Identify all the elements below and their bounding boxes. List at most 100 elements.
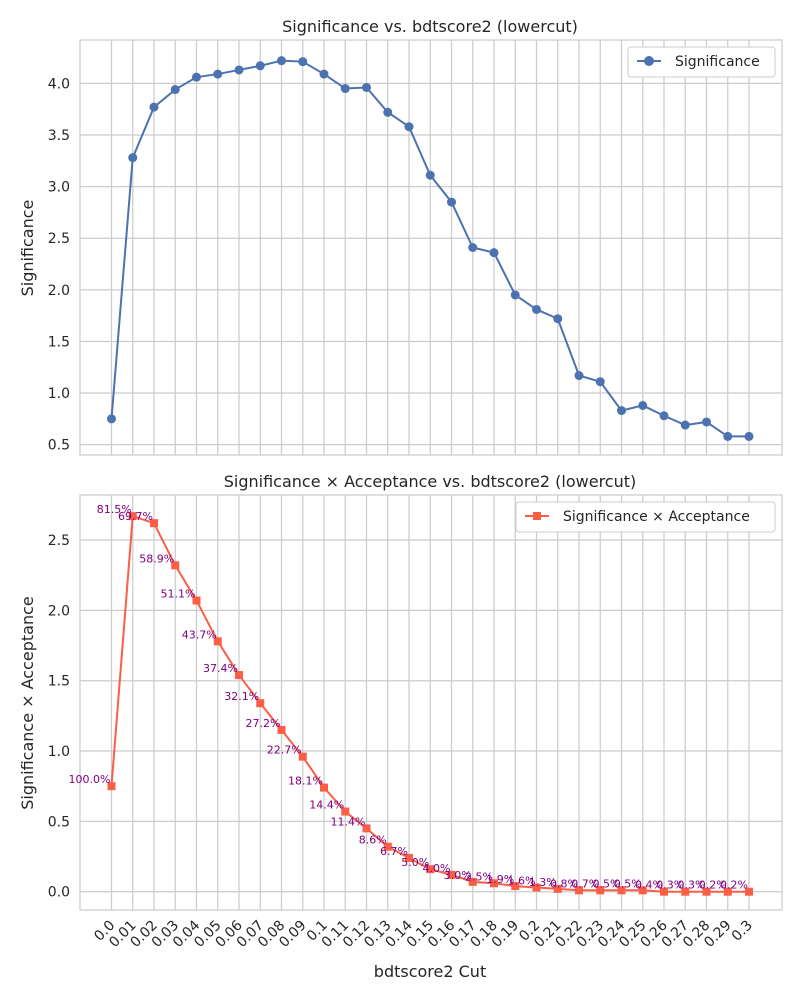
data-point (617, 406, 626, 416)
acceptance-annotation: 14.4% (309, 799, 344, 812)
acceptance-annotation: 69.7% (118, 510, 153, 523)
acceptance-annotation: 27.2% (246, 717, 281, 730)
data-point (659, 411, 669, 421)
data-point (617, 886, 626, 895)
data-point (405, 853, 413, 862)
data-point (320, 783, 328, 792)
acceptance-annotation: 0.8% (550, 877, 578, 890)
legend-box (515, 501, 776, 533)
acceptance-annotations: 100.0% 81.5%69.7% 58.9% 51.1% 43.7% 37.4% 32.1… (69, 503, 748, 892)
data-point (256, 699, 265, 708)
data-point (404, 122, 414, 132)
data-points (107, 512, 753, 896)
data-point (192, 596, 201, 605)
legend-entry-significance: Significance (675, 54, 760, 70)
data-point (425, 170, 435, 180)
acceptance-annotation: 37.4% (203, 662, 238, 675)
data-point (362, 82, 371, 92)
chart-title: Significance × Acceptance vs. bdtscore2 … (224, 472, 637, 491)
data-point (107, 414, 116, 424)
data-point (638, 886, 647, 895)
acceptance-annotation: 18.1% (288, 775, 323, 788)
y-tick-label: 1.0 (48, 744, 70, 760)
data-point (107, 782, 116, 791)
data-point (723, 431, 733, 441)
x-axis-label: bdtscore2 Cut (374, 962, 486, 981)
acceptance-annotation: 51.1% (161, 588, 196, 601)
data-point (426, 865, 435, 874)
acceptance-annotation: 22.7% (267, 744, 302, 757)
acceptance-annotation: 5.0% (401, 856, 429, 869)
data-point (277, 56, 286, 66)
legend-entry-significance-acceptance: Significance × Acceptance (563, 509, 750, 525)
acceptance-annotation: 8.6% (359, 834, 387, 847)
plot-area-frame (79, 39, 783, 456)
y-tick-label: 3.5 (48, 128, 70, 144)
data-point (213, 69, 223, 79)
acceptance-annotation: 1.3% (529, 876, 557, 889)
acceptance-annotation: 0.5% (614, 877, 642, 890)
data-point (149, 102, 159, 112)
data-point (575, 886, 583, 895)
acceptance-annotation: 1.9% (486, 873, 514, 886)
data-point (681, 887, 690, 896)
data-point (510, 290, 520, 300)
legend-box (627, 46, 776, 78)
data-point (150, 519, 158, 528)
data-point (213, 637, 222, 646)
data-point (447, 870, 456, 879)
y-tick-label: 1.0 (48, 386, 70, 402)
data-point (680, 420, 690, 430)
significance-chart: Significance vs. bdtscore2 (lowercut) 0.… (18, 17, 783, 456)
data-point (702, 887, 711, 896)
data-point (298, 752, 307, 761)
y-tick-label: 0.0 (48, 885, 70, 901)
data-point (595, 377, 605, 387)
acceptance-annotation: 0.5% (593, 877, 621, 890)
data-point (447, 197, 456, 207)
acceptance-annotation: 2.5% (465, 870, 493, 883)
data-point (340, 84, 350, 94)
data-point (128, 512, 137, 521)
y-tick-label: 0.5 (48, 814, 70, 830)
acceptance-annotation: 0.3% (656, 879, 684, 892)
data-point (553, 314, 563, 324)
y-tick-label: 3.0 (48, 180, 70, 196)
data-point (192, 72, 201, 82)
data-point (277, 725, 286, 734)
y-tick-label: 2.0 (48, 283, 70, 299)
data-point (383, 107, 393, 117)
data-point (553, 884, 562, 893)
data-point (171, 561, 180, 570)
data-point (234, 65, 244, 75)
data-point (532, 883, 541, 892)
data-point (362, 824, 371, 833)
data-point (511, 882, 520, 891)
data-point (702, 417, 711, 427)
acceptance-annotation: 58.9% (139, 552, 174, 565)
y-tick-label: 1.5 (48, 674, 70, 690)
y-tick-label: 4.0 (48, 76, 70, 92)
y-tick-labels: 0.0 0.5 1.0 1.5 2.0 2.5 (48, 533, 70, 901)
y-tick-label: 2.5 (48, 231, 70, 247)
acceptance-annotation: 100.0% (69, 773, 111, 786)
data-point (596, 886, 605, 895)
acceptance-annotation: 0.4% (635, 879, 663, 892)
acceptance-annotation: 6.7% (380, 845, 408, 858)
data-point (255, 61, 265, 71)
acceptance-annotation: 0.2% (720, 879, 748, 892)
grid-lines (80, 40, 782, 455)
data-point (744, 431, 754, 441)
data-point (341, 807, 350, 816)
y-tick-label: 1.5 (48, 334, 70, 350)
y-tick-label: 2.0 (48, 603, 70, 619)
data-point (532, 304, 541, 314)
plot-area-frame (79, 494, 783, 911)
data-point (490, 879, 498, 888)
acceptance-annotation: 0.3% (678, 879, 706, 892)
data-point (128, 153, 138, 163)
data-points (107, 56, 754, 441)
data-point (660, 887, 668, 896)
data-point (638, 400, 648, 410)
